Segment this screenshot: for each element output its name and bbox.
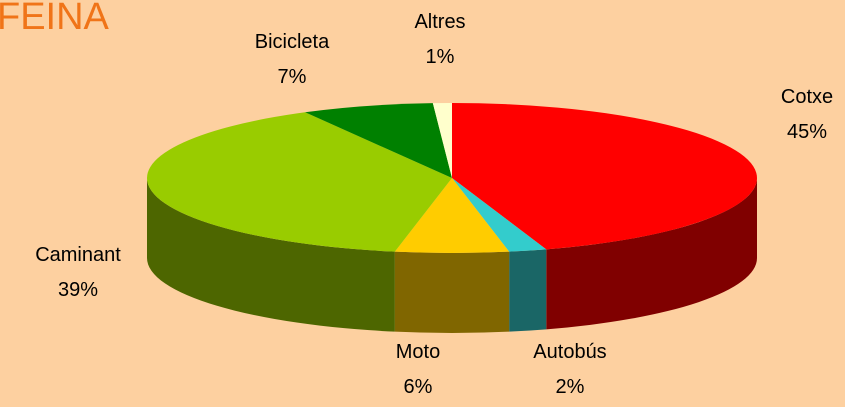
slice (146, 112, 452, 252)
slice-side (546, 178, 757, 330)
slice (394, 178, 510, 254)
slice-label: Cotxe (781, 86, 833, 108)
slice-label: Moto (396, 341, 440, 363)
slice (432, 103, 452, 178)
slice-label: Altres (414, 11, 465, 33)
slice-value-label: 2% (556, 376, 585, 398)
slice-side (147, 178, 395, 332)
slice-side (509, 249, 547, 332)
slice-label: Caminant (35, 244, 121, 266)
slice-value-label: 7% (278, 66, 307, 88)
slice-value-label: 6% (404, 376, 433, 398)
slice (452, 178, 547, 252)
slice (452, 103, 758, 250)
slice-value-label: 1% (426, 46, 455, 68)
slice-value-label: 45% (787, 121, 827, 143)
slice-label: Autobús (533, 341, 606, 363)
slice-side (394, 251, 510, 334)
slice-label: Bicicleta (255, 31, 330, 53)
chart-title: FEINA (0, 0, 110, 38)
slice (305, 103, 452, 178)
slice-value-label: 39% (58, 279, 98, 301)
